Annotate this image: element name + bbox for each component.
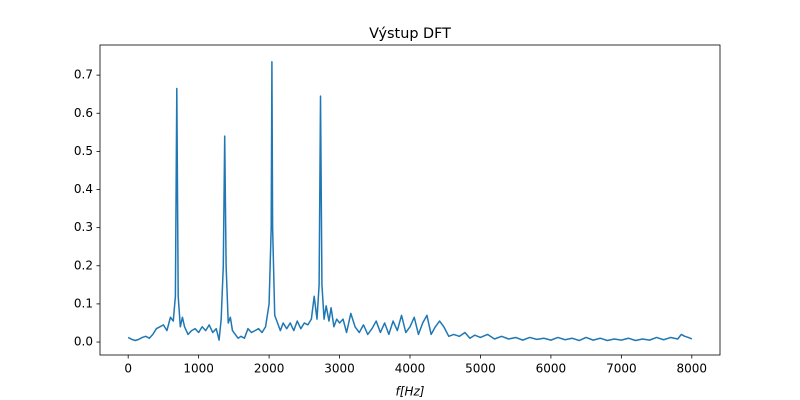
x-tick-label: 1000	[183, 362, 214, 376]
x-tick-label: 4000	[395, 362, 426, 376]
y-tick-label: 0.0	[74, 335, 93, 349]
y-tick-label: 0.3	[74, 220, 93, 234]
y-tick-label: 0.6	[74, 106, 93, 120]
y-tick-label: 0.1	[74, 296, 93, 310]
x-axis-label: f[Hz]	[396, 385, 425, 399]
x-tick-label: 0	[124, 362, 132, 376]
x-tick-label: 3000	[324, 362, 355, 376]
x-tick-label: 6000	[536, 362, 567, 376]
x-tick-label: 8000	[677, 362, 708, 376]
plot-frame	[99, 44, 721, 356]
y-tick-label: 0.4	[74, 182, 93, 196]
y-tick-label: 0.7	[74, 68, 93, 82]
chart-title: Výstup DFT	[369, 26, 451, 42]
x-tick-label: 5000	[465, 362, 496, 376]
x-tick-label: 7000	[606, 362, 637, 376]
x-tick-label: 2000	[254, 362, 285, 376]
y-tick-label: 0.5	[74, 144, 93, 158]
data-line	[127, 61, 693, 342]
y-tick-label: 0.2	[74, 258, 93, 272]
